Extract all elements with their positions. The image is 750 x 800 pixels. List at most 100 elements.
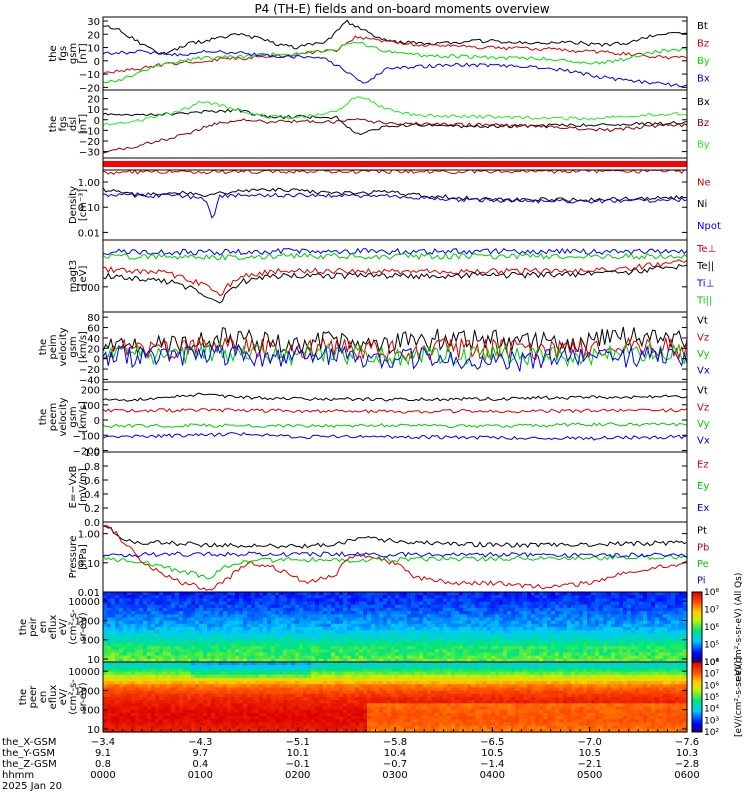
spectrogram-cell bbox=[327, 620, 332, 625]
spectrogram-cell bbox=[447, 655, 452, 660]
spectrogram-cell bbox=[523, 633, 528, 638]
spectrogram-cell bbox=[611, 639, 616, 644]
spectrogram-cell bbox=[411, 655, 416, 660]
y-tick-label: 0.10 bbox=[78, 559, 100, 570]
spectrogram-cell bbox=[519, 607, 524, 612]
spectrogram-cell bbox=[659, 690, 664, 695]
spectrogram-cell bbox=[431, 627, 436, 631]
spectrogram-cell bbox=[579, 611, 584, 615]
spectrogram-cell bbox=[659, 646, 664, 650]
spectrogram-cell bbox=[179, 671, 184, 676]
spectrogram-cell bbox=[571, 658, 576, 663]
spectrogram-cell bbox=[103, 598, 108, 603]
spectrogram-cell bbox=[415, 639, 420, 644]
spectrogram-cell bbox=[199, 623, 204, 628]
spectrogram-cell bbox=[259, 642, 264, 647]
spectrogram-cell bbox=[635, 627, 640, 631]
spectrogram-cell bbox=[507, 662, 512, 666]
spectrogram-cell bbox=[503, 668, 508, 673]
spectrogram-cell bbox=[503, 592, 508, 596]
spectrogram-cell bbox=[267, 614, 272, 619]
spectrogram-cell bbox=[171, 620, 176, 625]
spectrogram-cell bbox=[535, 684, 540, 689]
series-line-fgs_dsl-2 bbox=[102, 96, 688, 127]
spectrogram-cell bbox=[255, 665, 260, 669]
spectrogram-cell bbox=[579, 665, 584, 669]
spectrogram-cell bbox=[515, 677, 520, 682]
spectrogram-cell bbox=[411, 665, 416, 669]
spectrogram-cell bbox=[375, 601, 380, 606]
spectrogram-cell bbox=[151, 604, 156, 609]
spectrogram-cell bbox=[663, 611, 668, 615]
spectrogram-cell bbox=[679, 633, 684, 638]
spectrogram-cell bbox=[287, 649, 292, 654]
spectrogram-cell bbox=[607, 611, 612, 615]
series-line-temperature-2 bbox=[102, 247, 688, 256]
spectrogram-cell bbox=[227, 598, 232, 603]
spectrogram-cell bbox=[279, 630, 284, 634]
spectrogram-cell bbox=[359, 592, 364, 596]
spectrogram-cell bbox=[255, 649, 260, 654]
spectrogram-cell bbox=[387, 639, 392, 644]
spectrogram-cell bbox=[199, 658, 204, 663]
spectrogram-cell bbox=[507, 674, 512, 679]
spectrogram-cell bbox=[463, 690, 468, 695]
spectrogram-cell bbox=[255, 671, 260, 676]
spectrogram-cell bbox=[463, 623, 468, 628]
spectrogram-cell bbox=[143, 655, 148, 660]
spectrogram-cell bbox=[619, 658, 624, 663]
spectrogram-cell bbox=[519, 630, 524, 634]
spectrogram-cell bbox=[119, 642, 124, 647]
spectrogram-cell bbox=[671, 636, 676, 641]
spectrogram-cell bbox=[311, 684, 316, 689]
spectrogram-cell bbox=[127, 693, 132, 698]
spectrogram-cell bbox=[183, 592, 188, 596]
spectrogram-cell bbox=[147, 636, 152, 641]
spectrogram-cell bbox=[107, 633, 112, 638]
spectrogram-cell bbox=[243, 690, 248, 695]
spectrogram-cell bbox=[651, 627, 656, 631]
spectrogram-cell bbox=[123, 595, 128, 599]
spectrogram-cell bbox=[299, 642, 304, 647]
spectrogram-cell bbox=[291, 642, 296, 647]
spectrogram-cell bbox=[307, 677, 312, 682]
spectrogram-cell bbox=[303, 633, 308, 638]
y-axis-label-line: magt3 bbox=[68, 260, 79, 293]
spectrogram-cell bbox=[223, 639, 228, 644]
spectrogram-cell bbox=[627, 684, 632, 689]
spectrogram-cell bbox=[363, 677, 368, 682]
spectrogram-cell bbox=[363, 627, 368, 631]
spectrogram-cell bbox=[503, 598, 508, 603]
spectrogram-cell bbox=[271, 658, 276, 663]
spectrogram-cell bbox=[559, 623, 564, 628]
spectrogram-cell bbox=[555, 668, 560, 673]
spectrogram-cell bbox=[587, 623, 592, 628]
spectrogram-cell bbox=[143, 639, 148, 644]
legend-entry: Ni bbox=[697, 199, 707, 210]
spectrogram-cell bbox=[143, 617, 148, 622]
spectrogram-cell bbox=[135, 623, 140, 628]
y-tick-label: 1000 bbox=[75, 616, 100, 627]
spectrogram-cell bbox=[479, 649, 484, 654]
spectrogram-cell bbox=[343, 668, 348, 673]
spectrogram-cell bbox=[647, 633, 652, 638]
spectrogram-cell bbox=[327, 642, 332, 647]
spectrogram-cell bbox=[515, 655, 520, 660]
spectrogram-cell bbox=[447, 630, 452, 634]
spectrogram-cell bbox=[659, 595, 664, 599]
spectrogram-cell bbox=[563, 607, 568, 612]
spectrogram-cell bbox=[391, 630, 396, 634]
spectrogram-cell bbox=[495, 677, 500, 682]
spectrogram-cell bbox=[127, 636, 132, 641]
spectrogram-cell bbox=[203, 671, 208, 676]
spectrogram-cell bbox=[155, 690, 160, 695]
spectrogram-cell bbox=[487, 642, 492, 647]
spectrogram-cell bbox=[603, 601, 608, 606]
spectrogram-cell bbox=[183, 687, 188, 692]
spectrogram-cell bbox=[591, 611, 596, 615]
spectrogram-cell bbox=[223, 614, 228, 619]
spectrogram-cell bbox=[235, 614, 240, 619]
spectrogram-cell bbox=[647, 620, 652, 625]
spectrogram-cell bbox=[547, 665, 552, 669]
y-axis-label-line: gsm bbox=[68, 43, 79, 64]
